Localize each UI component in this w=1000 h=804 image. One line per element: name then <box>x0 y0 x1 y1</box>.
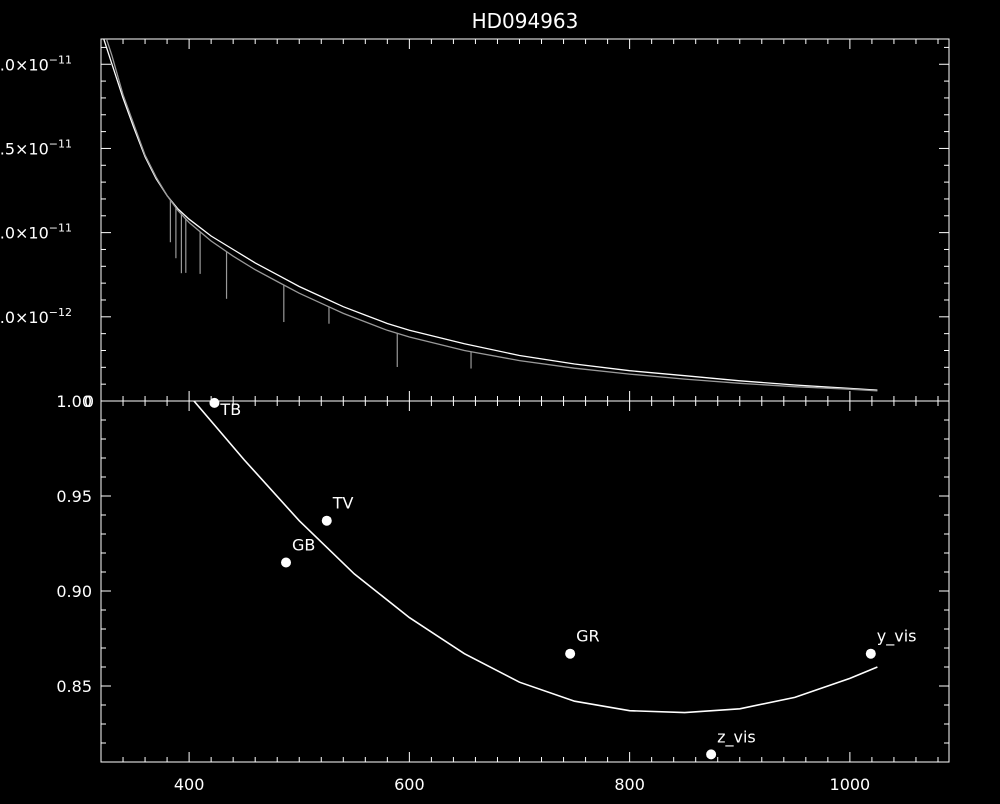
flux-y-tick-label: 1.5×10−11 <box>0 137 72 158</box>
flux-y-tick-label: 1.0×10−11 <box>0 222 72 243</box>
x-tick-label: 600 <box>394 775 425 794</box>
ratio-y-tick-label: 1.00 <box>56 392 92 411</box>
data-point-tv <box>321 515 332 526</box>
flux-y-tick-label: 5.0×10−12 <box>0 306 72 327</box>
chart-title: HD094963 <box>472 9 579 33</box>
flux-panel: 0 5.0×10−12 1.0×10−11 1.5×10−11 2.0×10−11 <box>0 38 950 411</box>
data-point-tb <box>209 397 220 408</box>
flux-y-tick-label: 0 <box>84 392 94 411</box>
ratio-panel: 400 600 800 1000 0.85 0.90 0.95 1.00 TB GB TV GR z_v… <box>56 392 950 794</box>
data-point-z-vis <box>706 749 717 760</box>
flux-series-line-1 <box>105 39 878 392</box>
point-label: GR <box>576 627 600 646</box>
ratio-y-tick-label: 0.90 <box>56 582 92 601</box>
point-label: TB <box>219 400 241 419</box>
data-point-y-vis <box>865 648 876 659</box>
point-label: TV <box>332 494 354 513</box>
x-tick-label: 400 <box>174 775 205 794</box>
fit-curve <box>192 401 878 714</box>
point-label: z_vis <box>717 727 756 747</box>
x-tick-label: 1000 <box>830 775 871 794</box>
flux-y-tick-label: 2.0×10−11 <box>0 53 72 74</box>
x-tick-label: 800 <box>614 775 645 794</box>
point-label: y_vis <box>877 627 917 647</box>
ratio-panel-frame <box>100 400 950 763</box>
flux-series-line-0 <box>103 39 878 391</box>
ratio-y-tick-label: 0.85 <box>56 677 92 696</box>
point-label: GB <box>292 536 315 555</box>
data-point-gr <box>565 648 576 659</box>
ratio-y-tick-label: 0.95 <box>56 487 92 506</box>
data-point-gb <box>281 557 292 568</box>
